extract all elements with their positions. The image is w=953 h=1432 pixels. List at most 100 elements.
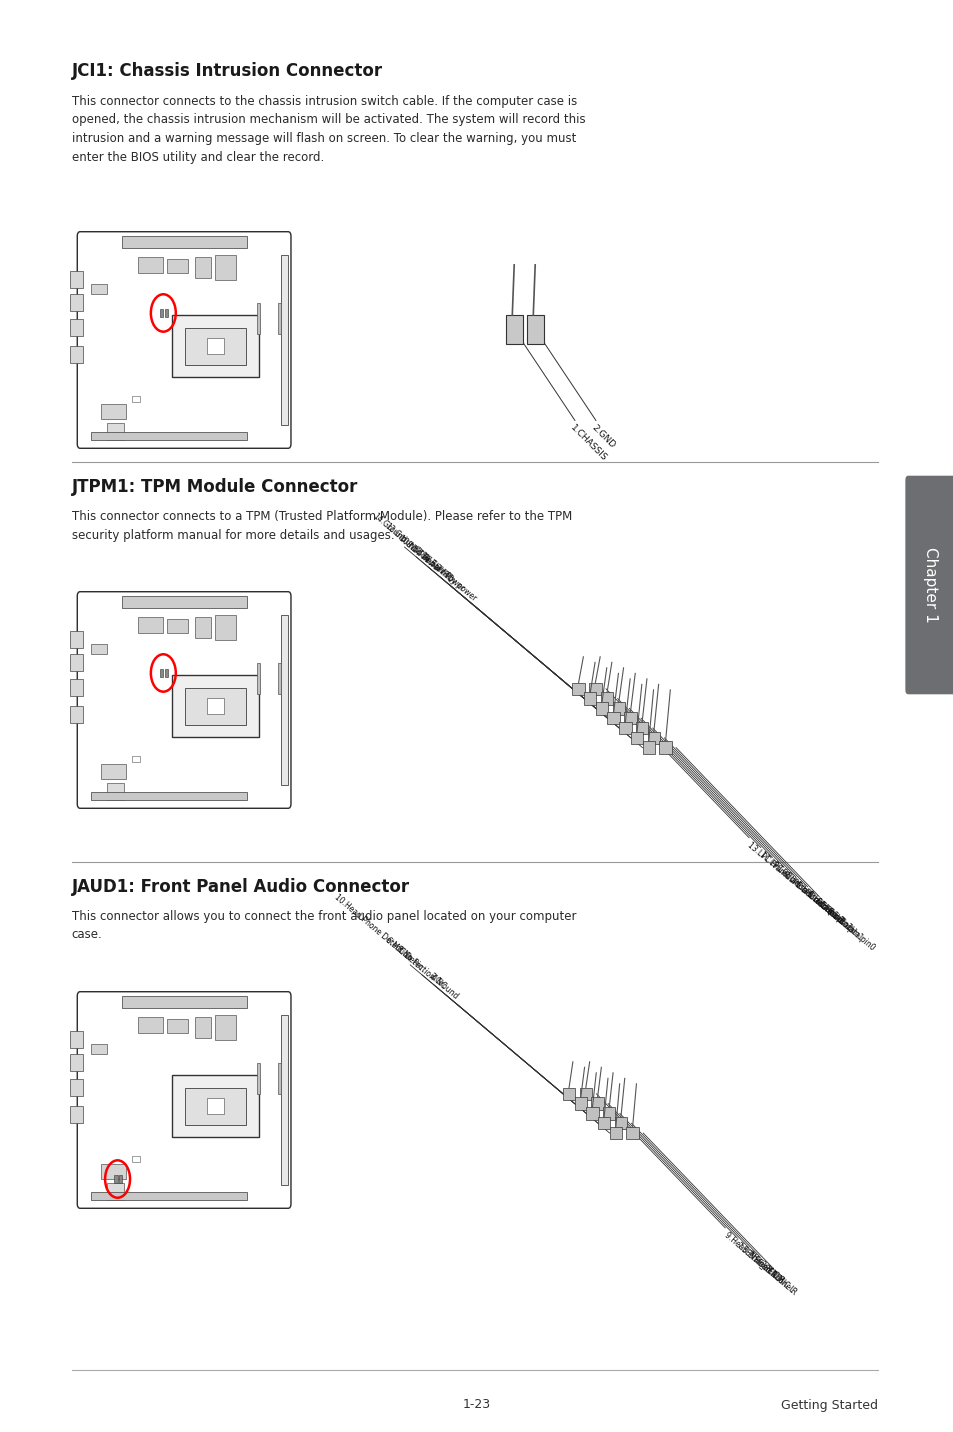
Bar [91,1191,246,1200]
Text: This connector allows you to connect the front audio panel located on your compu: This connector allows you to connect the… [71,909,576,941]
Bar [207,338,224,354]
Bar [636,722,648,735]
Text: 4.NC: 4.NC [428,972,448,991]
Text: 6.MIC Detection: 6.MIC Detection [384,935,436,982]
Bar [574,1097,586,1110]
Bar [609,1127,621,1140]
Text: 9.Head Phone L: 9.Head Phone L [721,1230,773,1276]
Bar [505,315,522,344]
Bar [215,255,235,279]
Bar [122,596,246,609]
Bar [277,663,281,693]
Bar [598,1117,610,1130]
Text: 1-23: 1-23 [462,1399,491,1412]
Bar [119,1174,122,1183]
FancyBboxPatch shape [77,992,291,1209]
Bar [101,404,126,420]
Bar [607,712,619,725]
Bar [168,1020,188,1034]
FancyBboxPatch shape [77,232,291,448]
Text: 2.Ground: 2.Ground [427,972,459,1001]
Bar [71,294,83,311]
Text: 1.LPC Clock: 1.LPC Clock [816,899,855,935]
Text: 10.Head Phone Detection: 10.Head Phone Detection [333,892,413,962]
Bar [280,255,288,425]
Bar [596,702,608,715]
Bar [280,1015,288,1186]
Bar [122,236,246,249]
Bar [194,1017,211,1038]
Bar [579,1087,592,1100]
Bar [91,431,246,440]
Bar [107,1183,124,1200]
Bar [71,272,83,288]
Bar [165,309,168,316]
Bar [132,1156,140,1163]
Bar [572,683,584,695]
Bar [256,302,260,334]
Bar [612,702,624,715]
Bar [277,302,281,334]
Bar [168,619,188,633]
Bar [659,742,671,753]
Bar [91,792,246,800]
Bar [586,1107,598,1120]
Bar [71,706,83,723]
Text: Chapter 1: Chapter 1 [922,547,937,623]
Bar [71,319,83,337]
Bar [107,783,124,800]
Bar [614,1117,626,1130]
Text: 1.CHASSIS: 1.CHASSIS [568,424,608,464]
Bar [168,259,188,274]
Text: 12.Ground: 12.Ground [382,521,418,554]
Bar [107,424,124,440]
Bar [618,722,631,735]
Bar [583,693,596,705]
Bar [71,1107,83,1123]
Bar [185,1087,246,1126]
Bar [160,309,163,316]
Text: 4.3.3V Power: 4.3.3V Power [421,554,465,593]
Bar [132,756,140,762]
Bar [138,1017,163,1034]
Bar [132,397,140,402]
Bar [114,1174,117,1183]
Bar [277,1063,281,1094]
Text: 7.LPC address & data pin1: 7.LPC address & data pin1 [781,871,863,942]
Text: 7.SENSE_SEND: 7.SENSE_SEND [733,1240,782,1285]
Bar [165,669,168,677]
Bar [160,669,163,677]
Text: 8.5V Power: 8.5V Power [403,540,442,574]
Bar [71,347,83,362]
Text: Getting Started: Getting Started [780,1399,877,1412]
Bar [71,1031,83,1048]
Text: 13.LPC Frame: 13.LPC Frame [745,841,791,881]
Bar [280,614,288,785]
Bar [172,674,258,737]
Bar [185,328,246,365]
Bar [642,742,655,753]
FancyBboxPatch shape [904,475,953,695]
Bar [600,693,613,705]
Bar [562,1087,575,1100]
Text: JTPM1: TPM Module Connector: JTPM1: TPM Module Connector [71,478,357,495]
Text: 5.LPC address & data pin0: 5.LPC address & data pin0 [792,879,876,952]
Bar [91,284,107,294]
Text: This connector connects to a TPM (Trusted Platform Module). Please refer to the : This connector connects to a TPM (Truste… [71,510,571,541]
Bar [591,1097,603,1110]
Bar [623,712,636,725]
Text: 14.Ground: 14.Ground [371,511,407,544]
Bar [91,644,107,654]
Text: JAUD1: Front Panel Audio Connector: JAUD1: Front Panel Audio Connector [71,878,409,896]
Bar [630,732,642,745]
Text: 2.3V Standby power: 2.3V Standby power [412,547,477,603]
Bar [101,765,126,779]
Text: 2.GND: 2.GND [589,424,616,450]
Bar [185,687,246,725]
Bar [71,1054,83,1071]
Text: 6.Serial IRQ: 6.Serial IRQ [414,547,454,583]
Bar [602,1107,615,1120]
Bar [256,1063,260,1094]
Text: 10.No Pin: 10.No Pin [396,534,431,564]
Bar [207,699,224,713]
